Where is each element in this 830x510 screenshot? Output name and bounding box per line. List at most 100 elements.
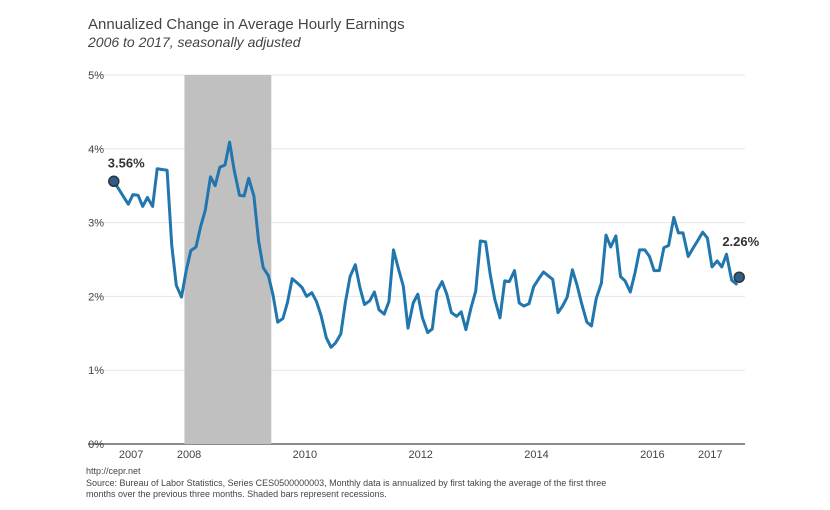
data-point	[605, 234, 607, 236]
data-point	[276, 321, 278, 323]
data-point	[455, 315, 457, 317]
data-point	[508, 280, 510, 282]
data-point	[388, 300, 390, 302]
data-point	[146, 196, 148, 198]
data-point	[484, 241, 486, 243]
data-point	[199, 225, 201, 227]
y-tick-label: 2%	[88, 291, 104, 303]
data-point	[609, 246, 611, 248]
data-point	[470, 306, 472, 308]
data-point	[325, 337, 327, 339]
data-point	[286, 301, 288, 303]
data-point	[494, 298, 496, 300]
data-point	[253, 195, 255, 197]
end-point-marker	[734, 272, 744, 282]
data-point	[692, 247, 694, 249]
data-point	[682, 232, 684, 234]
data-point	[243, 195, 245, 197]
y-tick-label: 3%	[88, 218, 104, 230]
data-point	[489, 273, 491, 275]
data-point	[561, 305, 563, 307]
data-point	[132, 193, 134, 195]
data-point	[315, 300, 317, 302]
recession-shading	[184, 75, 271, 444]
data-point	[166, 169, 168, 171]
data-point	[305, 295, 307, 297]
data-point	[209, 176, 211, 178]
data-point	[354, 263, 356, 265]
data-point	[161, 168, 163, 170]
x-tick-label: 2007	[119, 449, 143, 461]
data-point	[658, 269, 660, 271]
data-point	[180, 296, 182, 298]
data-point	[151, 205, 153, 207]
data-point	[552, 278, 554, 280]
data-point	[407, 327, 409, 329]
data-point	[566, 296, 568, 298]
data-point	[296, 282, 298, 284]
data-point	[156, 168, 158, 170]
x-tick-label: 2014	[524, 449, 548, 461]
data-point	[634, 272, 636, 274]
data-point	[644, 249, 646, 251]
data-point	[118, 188, 120, 190]
data-point	[542, 271, 544, 273]
data-point	[320, 314, 322, 316]
data-point	[595, 297, 597, 299]
chart-subtitle: 2006 to 2017, seasonally adjusted	[87, 34, 302, 50]
start-point-marker	[109, 176, 119, 186]
y-tick-label: 5%	[88, 70, 104, 82]
data-point	[721, 266, 723, 268]
data-point	[696, 240, 698, 242]
data-point	[537, 278, 539, 280]
data-point	[460, 311, 462, 313]
data-point	[624, 280, 626, 282]
data-point	[571, 269, 573, 271]
data-point	[190, 249, 192, 251]
x-tick-label: 2012	[408, 449, 432, 461]
data-point	[523, 305, 525, 307]
data-point	[711, 266, 713, 268]
data-point	[638, 249, 640, 251]
data-point	[402, 285, 404, 287]
data-point	[421, 317, 423, 319]
data-point	[373, 291, 375, 293]
data-point	[653, 269, 655, 271]
data-point	[378, 308, 380, 310]
data-point	[518, 302, 520, 304]
data-point	[580, 303, 582, 305]
data-point	[122, 196, 124, 198]
data-point	[576, 284, 578, 286]
x-tick-label: 2016	[640, 449, 664, 461]
data-point	[499, 317, 501, 319]
data-point	[228, 141, 230, 143]
data-point	[441, 280, 443, 282]
data-point	[648, 255, 650, 257]
footer-url: http://cepr.net	[86, 466, 141, 476]
data-point	[392, 249, 394, 251]
data-point	[363, 303, 365, 305]
data-point	[673, 216, 675, 218]
data-point	[349, 275, 351, 277]
data-point	[171, 244, 173, 246]
end-value-label: 2.26%	[722, 234, 759, 249]
x-axis: 2007 2008 2010 2012 2014 2016 2017	[119, 449, 723, 461]
x-tick-label: 2010	[293, 449, 317, 461]
data-point	[383, 313, 385, 315]
y-axis: 0% 1% 2% 3% 4% 5%	[88, 70, 104, 451]
data-point	[600, 282, 602, 284]
data-point	[137, 194, 139, 196]
data-point	[311, 292, 313, 294]
data-point	[398, 269, 400, 271]
data-point	[513, 269, 515, 271]
chart-title: Annualized Change in Average Hourly Earn…	[88, 16, 405, 33]
data-point	[257, 240, 259, 242]
data-point	[547, 275, 549, 277]
data-point	[436, 290, 438, 292]
data-point	[175, 284, 177, 286]
data-point	[450, 311, 452, 313]
data-point	[479, 240, 481, 242]
data-point	[267, 275, 269, 277]
data-point	[334, 342, 336, 344]
data-point	[532, 286, 534, 288]
